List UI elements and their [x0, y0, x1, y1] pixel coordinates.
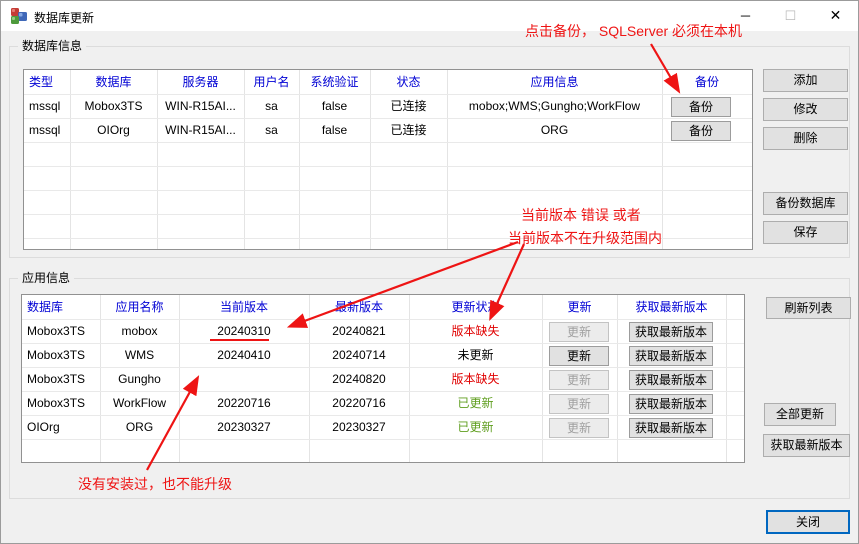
db-row1-apps: ORG [540, 123, 569, 137]
maximize-button: ☐ [784, 8, 797, 23]
app-row2-latest: 20240820 [332, 372, 386, 386]
app-row2-name: Gungho [118, 372, 161, 386]
app-col-fetch: 获取最新版本 [635, 300, 708, 314]
app-row0-status: 版本缺失 [451, 324, 500, 338]
app-row3-cur: 20220716 [217, 396, 271, 410]
db-row0-user: sa [265, 99, 278, 113]
db-col-server: 服务器 [182, 75, 219, 89]
app-row0-cur: 20240310 [217, 324, 271, 338]
close-window-button[interactable]: ✕ [829, 7, 842, 23]
app-row4-cur: 20230327 [217, 420, 271, 434]
db-col-type: 类型 [29, 75, 54, 89]
app-col-status: 更新状态 [451, 300, 500, 314]
db-col-user: 用户名 [253, 75, 290, 89]
fetch-row4-button[interactable]: 获取最新版本 [629, 418, 713, 438]
db-row1-type: mssql [29, 123, 61, 137]
red-underline-current-version [210, 339, 269, 341]
db-col-apps: 应用信息 [530, 75, 579, 89]
app-row0-latest: 20240821 [332, 324, 386, 338]
db-row1-db: OIOrg [97, 123, 130, 137]
app-col-update: 更新 [567, 300, 592, 314]
app-col-database: 数据库 [27, 300, 64, 314]
update-all-button[interactable]: 全部更新 [764, 403, 836, 426]
update-row4-button: 更新 [549, 418, 609, 438]
fetch-row1-button[interactable]: 获取最新版本 [629, 346, 713, 366]
minimize-button[interactable]: ─ [740, 8, 751, 23]
db-row1-user: sa [265, 123, 278, 137]
db-col-database: 数据库 [95, 75, 132, 89]
app-col-current: 当前版本 [219, 300, 268, 314]
modify-button[interactable]: 修改 [763, 98, 848, 121]
db-row0-status: 已连接 [390, 99, 427, 113]
app-row4-status: 已更新 [457, 420, 494, 434]
fetch-row2-button[interactable]: 获取最新版本 [629, 370, 713, 390]
window-title: 数据库更新 [34, 11, 95, 25]
app-row3-name: WorkFlow [112, 396, 167, 410]
app-row3-status: 已更新 [457, 396, 494, 410]
app-row0-db: Mobox3TS [27, 324, 86, 338]
backup-db-button[interactable]: 备份数据库 [763, 192, 848, 215]
annotation-backup-note: 点击备份， SQLServer 必须在本机 [525, 23, 743, 39]
app-row4-db: OIOrg [27, 420, 60, 434]
app-table[interactable]: 数据库 应用名称 当前版本 最新版本 更新状态 更新 获取最新版本 Mobox3… [21, 294, 745, 463]
app-row4-latest: 20230327 [332, 420, 386, 434]
refresh-list-button[interactable]: 刷新列表 [766, 297, 851, 319]
db-row0-apps: mobox;WMS;Gungho;WorkFlow [468, 99, 641, 113]
close-dialog-button[interactable]: 关闭 [766, 510, 850, 534]
app-col-latest: 最新版本 [334, 300, 383, 314]
app-row0-name: mobox [121, 324, 158, 338]
annotation-version-note-line2: 当前版本不在升级范围内 [508, 230, 662, 246]
db-row1-sysauth: false [321, 123, 348, 137]
save-button[interactable]: 保存 [763, 221, 848, 244]
app-info-label: 应用信息 [18, 271, 75, 286]
db-row0-db: Mobox3TS [84, 99, 143, 113]
app-row2-db: Mobox3TS [27, 372, 86, 386]
db-col-sysauth: 系统验证 [310, 75, 359, 89]
update-row3-button: 更新 [549, 394, 609, 414]
annotation-not-installed-note: 没有安装过，也不能升级 [78, 476, 232, 492]
title-bar: 数据库更新 ─ ☐ ✕ [1, 1, 858, 31]
app-row3-latest: 20220716 [332, 396, 386, 410]
db-row0-type: mssql [29, 99, 61, 113]
backup-row0-button[interactable]: 备份 [671, 97, 731, 117]
update-row0-button: 更新 [549, 322, 609, 342]
update-row1-button[interactable]: 更新 [549, 346, 609, 366]
fetch-row3-button[interactable]: 获取最新版本 [629, 394, 713, 414]
app-row1-cur: 20240410 [217, 348, 271, 362]
app-row2-cur [179, 367, 309, 391]
database-info-label: 数据库信息 [18, 39, 87, 54]
app-row1-status: 未更新 [457, 348, 494, 362]
database-table[interactable]: 类型 数据库 服务器 用户名 系统验证 状态 应用信息 备份 mssql Mob… [23, 69, 753, 250]
fetch-row0-button[interactable]: 获取最新版本 [629, 322, 713, 342]
db-row1-server: WIN-R15AI... [165, 123, 236, 137]
db-col-status: 状态 [396, 75, 421, 89]
app-col-name: 应用名称 [115, 300, 164, 314]
app-row2-status: 版本缺失 [451, 372, 500, 386]
app-row3-db: Mobox3TS [27, 396, 86, 410]
app-row1-latest: 20240714 [332, 348, 386, 362]
add-button[interactable]: 添加 [763, 69, 848, 92]
update-row2-button: 更新 [549, 370, 609, 390]
backup-row1-button[interactable]: 备份 [671, 121, 731, 141]
db-row1-status: 已连接 [390, 123, 427, 137]
app-row1-db: Mobox3TS [27, 348, 86, 362]
delete-button[interactable]: 删除 [763, 127, 848, 150]
database-cubes-icon [11, 8, 27, 24]
db-col-backup: 备份 [694, 75, 719, 89]
db-row0-server: WIN-R15AI... [165, 99, 236, 113]
annotation-version-note-line1: 当前版本 错误 或者 [521, 207, 641, 223]
fetch-latest-button[interactable]: 获取最新版本 [763, 434, 850, 457]
db-row0-sysauth: false [321, 99, 348, 113]
app-row4-name: ORG [125, 420, 154, 434]
app-row1-name: WMS [124, 348, 155, 362]
